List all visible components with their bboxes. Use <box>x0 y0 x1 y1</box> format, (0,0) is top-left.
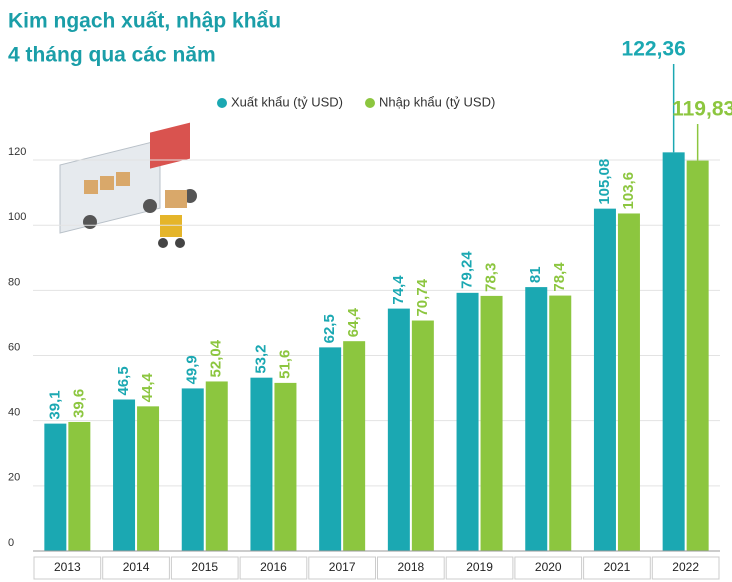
data-label: 81 <box>527 266 544 283</box>
x-tick-label: 2020 <box>535 560 562 574</box>
chart-title: Kim ngạch xuất, nhập khẩu <box>8 10 281 33</box>
category-box <box>514 556 583 580</box>
data-label: 53,2 <box>252 344 269 373</box>
y-tick-label: 60 <box>8 341 20 353</box>
x-tick-label: 2019 <box>466 560 493 574</box>
data-label: 44,4 <box>139 372 156 402</box>
data-label: 103,6 <box>620 172 637 210</box>
category-box <box>102 556 170 580</box>
bar <box>274 382 297 551</box>
bar <box>137 406 160 551</box>
data-label: 39,1 <box>46 390 63 419</box>
category-box <box>308 556 376 580</box>
data-label: 39,6 <box>70 389 87 418</box>
data-label: 119,83 <box>672 98 732 121</box>
data-label: 51,6 <box>276 350 293 379</box>
data-label: 79,24 <box>459 251 476 289</box>
x-tick-label: 2015 <box>191 560 218 574</box>
data-label: 105,08 <box>596 159 613 205</box>
data-label: 70,74 <box>414 278 431 316</box>
bar <box>456 292 479 551</box>
legend-swatch <box>365 98 375 108</box>
bar <box>686 160 709 551</box>
x-tick-label: 2014 <box>123 560 150 574</box>
x-tick-label: 2016 <box>260 560 287 574</box>
bar <box>319 347 342 551</box>
category-box <box>445 556 514 580</box>
data-label: 49,9 <box>184 355 201 384</box>
data-label: 78,4 <box>551 262 568 292</box>
legend-swatch <box>217 98 227 108</box>
chart-title: 4 tháng qua các năm <box>8 44 216 67</box>
bar <box>113 399 136 551</box>
x-tick-label: 2017 <box>329 560 356 574</box>
data-label: 62,5 <box>321 314 338 343</box>
y-tick-label: 40 <box>8 407 20 419</box>
data-label: 64,4 <box>345 307 362 337</box>
category-box <box>33 556 102 580</box>
category-box <box>377 556 445 580</box>
y-tick-label: 120 <box>8 146 26 158</box>
x-tick-label: 2018 <box>397 560 424 574</box>
y-tick-label: 80 <box>8 276 20 288</box>
category-box <box>583 556 651 580</box>
bar <box>387 308 410 551</box>
bar <box>617 213 640 552</box>
y-tick-label: 100 <box>8 211 26 223</box>
bar <box>593 208 616 551</box>
legend-label: Nhập khẩu (tỷ USD) <box>379 94 495 109</box>
bar <box>68 421 91 551</box>
data-label: 78,3 <box>483 263 500 292</box>
truck-illustration <box>59 122 197 248</box>
category-box <box>170 556 239 580</box>
bar <box>549 295 572 551</box>
bar <box>205 381 228 551</box>
data-label: 46,5 <box>115 366 132 395</box>
bar <box>181 388 204 551</box>
bar <box>480 295 503 551</box>
bar <box>662 152 685 551</box>
category-box <box>239 556 308 580</box>
category-box <box>651 556 720 580</box>
data-label: 122,36 <box>622 38 686 61</box>
bar <box>525 287 548 551</box>
data-label: 52,04 <box>208 339 225 377</box>
bar <box>44 423 67 551</box>
bar <box>250 377 273 551</box>
legend-label: Xuất khẩu (tỷ USD) <box>231 94 343 109</box>
x-tick-label: 2013 <box>54 560 81 574</box>
x-tick-label: 2021 <box>604 560 631 574</box>
bar <box>343 341 366 551</box>
bar <box>411 320 434 551</box>
y-tick-label: 0 <box>8 537 14 549</box>
x-tick-label: 2022 <box>672 560 699 574</box>
y-tick-label: 20 <box>8 472 20 484</box>
data-label: 74,4 <box>390 275 407 305</box>
